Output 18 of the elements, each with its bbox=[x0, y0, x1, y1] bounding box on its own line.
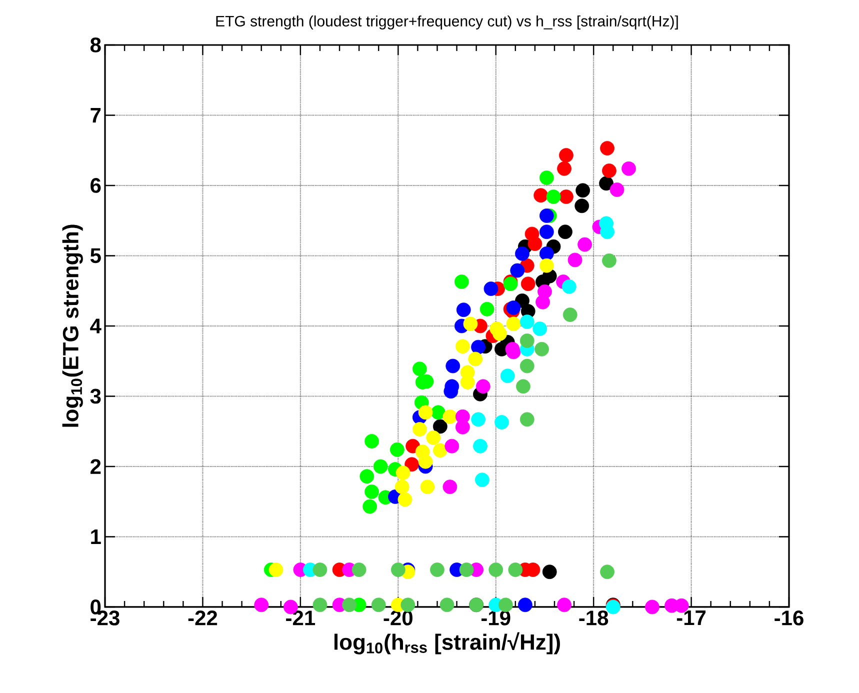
y-tick-label: 5 bbox=[90, 248, 101, 264]
y-tick-label: 3 bbox=[90, 388, 101, 404]
x-axis-title: log$_{10}$(h$_{rss}$ [strain/√Hz]) bbox=[334, 632, 560, 654]
x-tick-label: -18 bbox=[579, 610, 608, 626]
y-tick-label: 6 bbox=[90, 178, 101, 193]
x-tick-label: -19 bbox=[482, 610, 510, 626]
y-tick-label: 4 bbox=[90, 318, 102, 334]
x-tick-label: -20 bbox=[384, 610, 412, 626]
x-tick-label: -21 bbox=[286, 610, 316, 626]
x-tick-label: -22 bbox=[188, 610, 218, 626]
x-tick-label: -16 bbox=[774, 610, 804, 626]
y-tick-label: 8 bbox=[90, 38, 101, 52]
y-tick-label: 1 bbox=[91, 530, 101, 544]
y-tick-label: 2 bbox=[90, 459, 101, 474]
y-tick-label: 7 bbox=[90, 108, 101, 122]
y-axis-title: log$_{10}$(ETG strength) bbox=[62, 224, 83, 427]
chart-title: ETG strength (loudest trigger+frequency cut) vs h_rss [strain/sqrt(Hz)] bbox=[216, 15, 678, 30]
x-tick-label: -17 bbox=[676, 610, 706, 625]
